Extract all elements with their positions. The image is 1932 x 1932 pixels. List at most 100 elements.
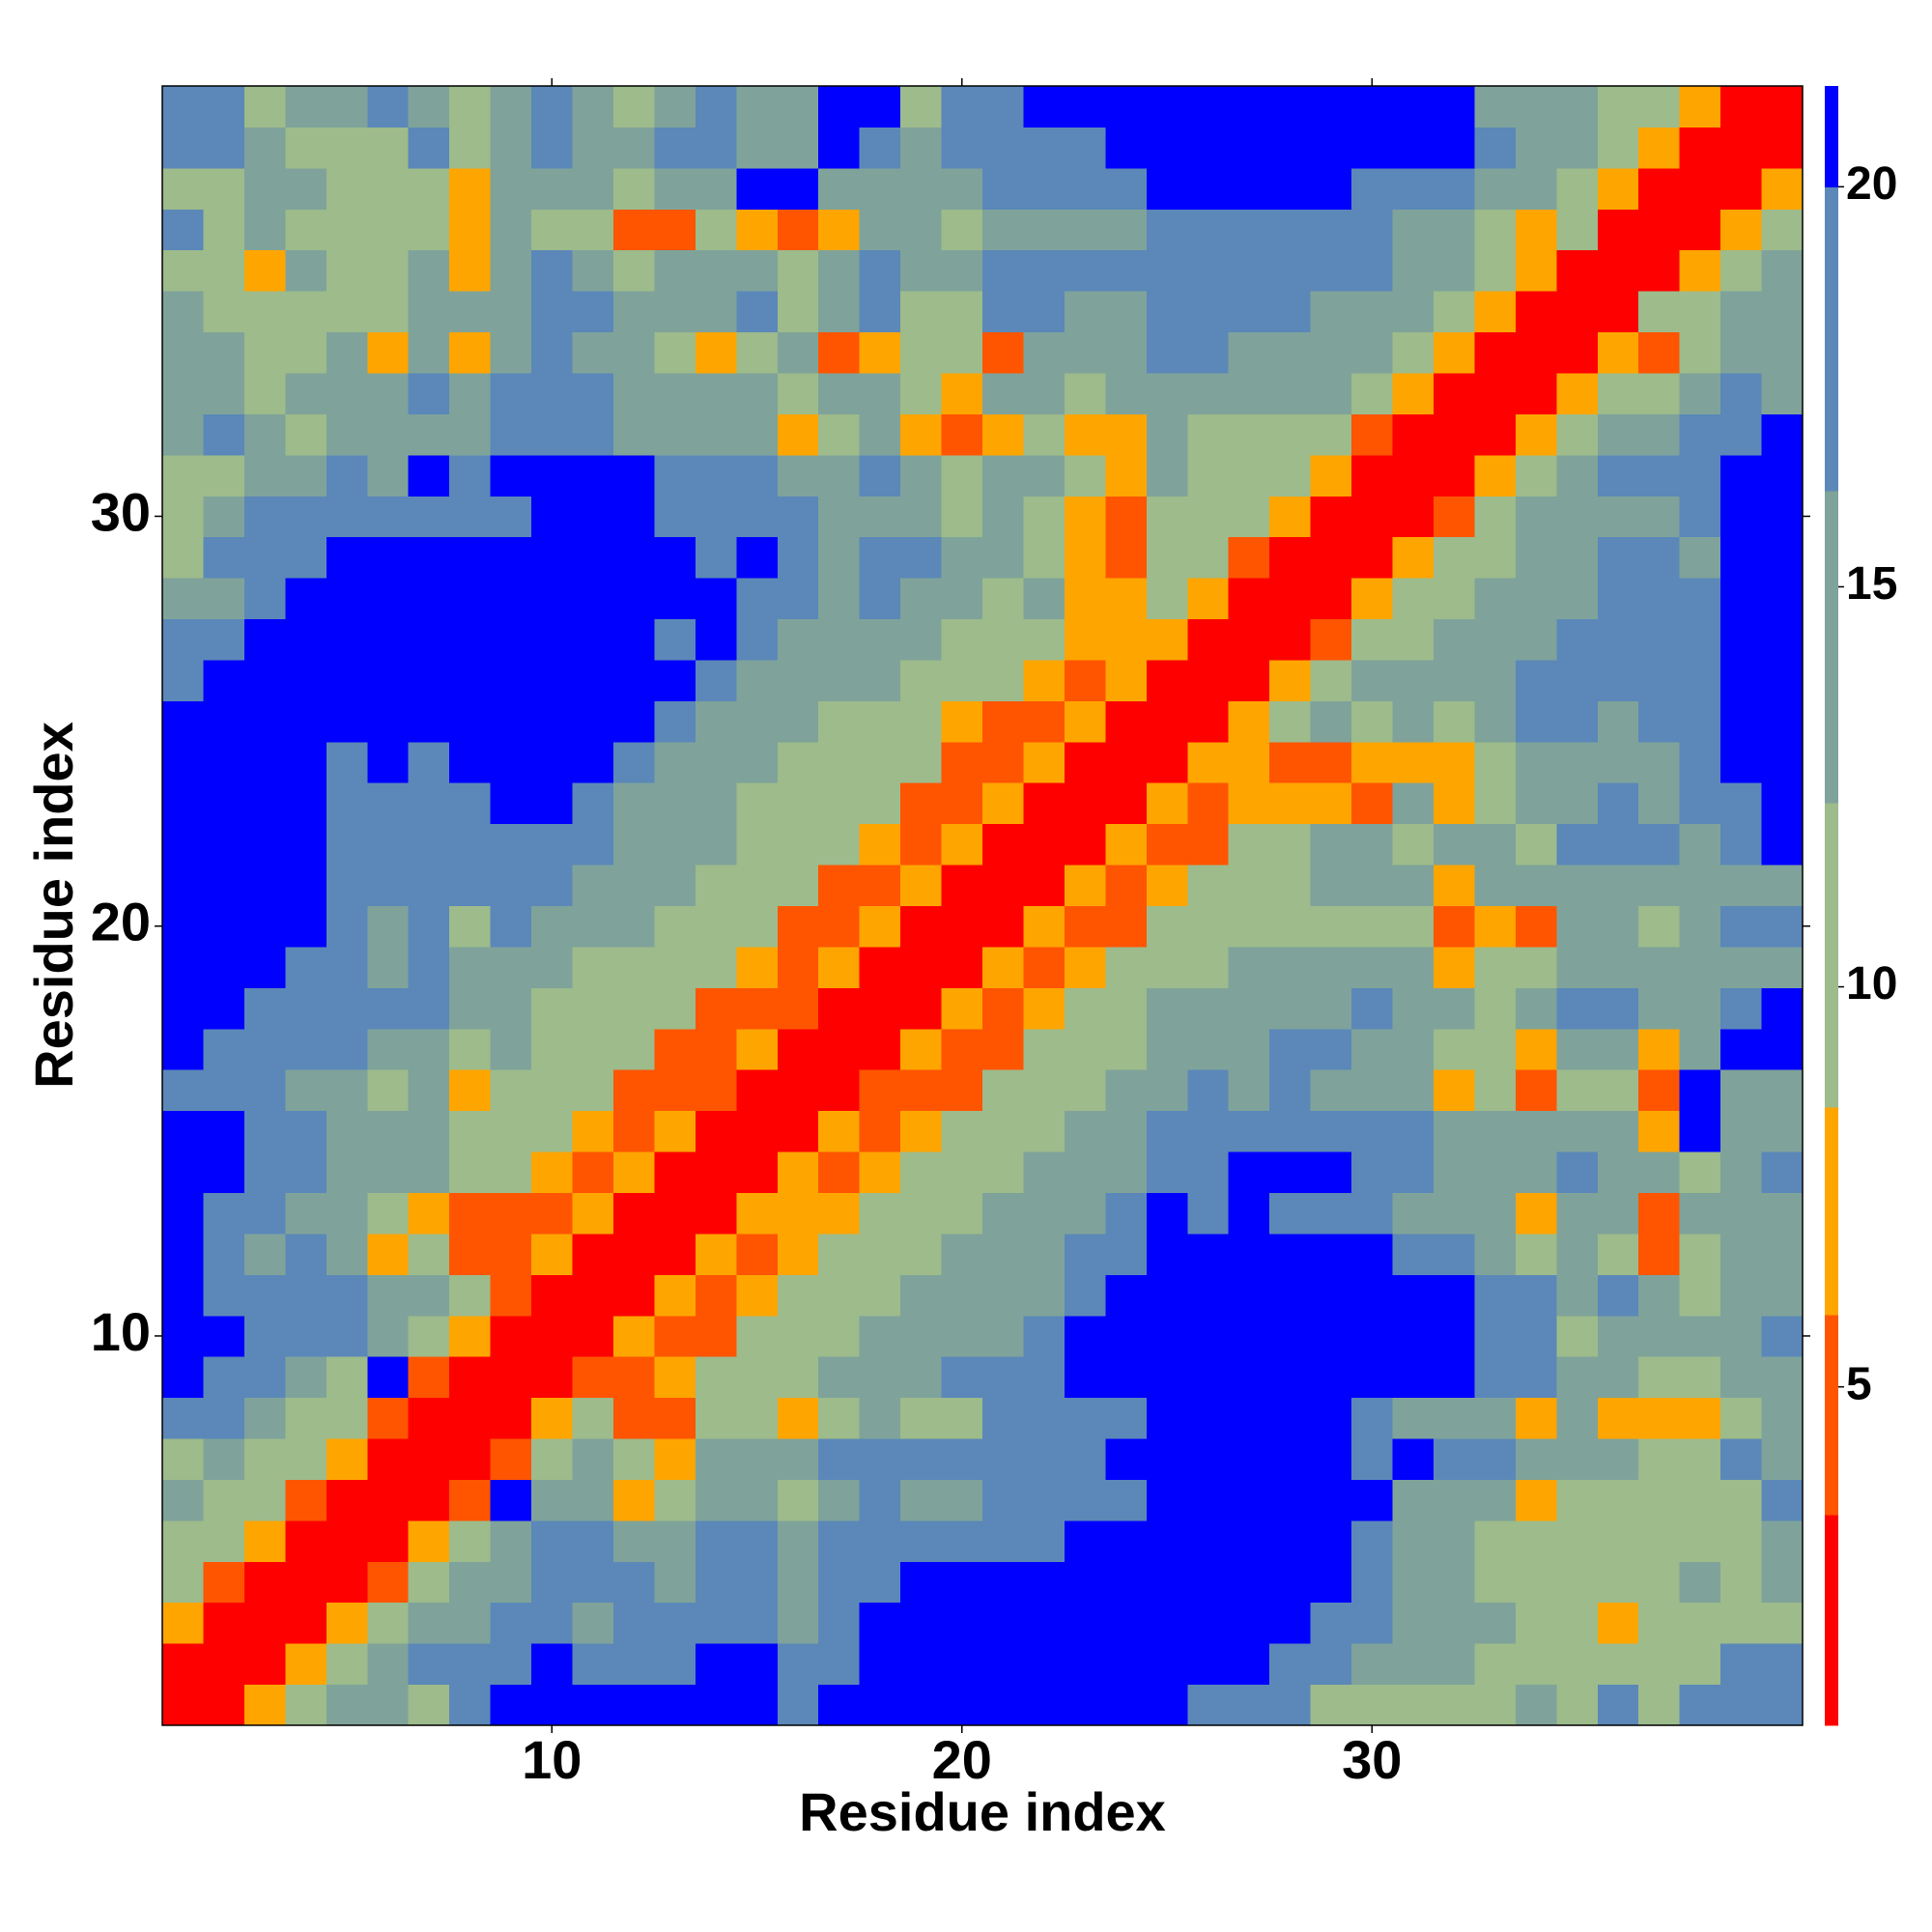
cell: [1761, 331, 1804, 374]
cell: [367, 946, 410, 988]
cell: [531, 1397, 573, 1439]
cell: [162, 1520, 204, 1562]
cell: [1392, 659, 1435, 701]
cell: [736, 987, 779, 1030]
cell: [941, 1274, 983, 1317]
cell: [1105, 413, 1148, 456]
cell: [572, 291, 614, 333]
cell: [777, 659, 819, 701]
cell: [243, 496, 286, 538]
cell: [941, 578, 983, 620]
cell: [941, 1110, 983, 1152]
cell: [1556, 1274, 1599, 1317]
cell: [408, 782, 450, 825]
cell: [449, 1397, 492, 1439]
cell: [941, 496, 983, 538]
cell: [162, 1315, 204, 1357]
cell: [243, 1561, 286, 1604]
cell: [654, 249, 696, 292]
cell: [1474, 741, 1517, 783]
cell: [1515, 659, 1557, 701]
cell: [367, 700, 410, 743]
cell: [1392, 413, 1435, 456]
cell: [243, 865, 286, 906]
cell: [243, 1315, 286, 1357]
cell: [1310, 127, 1352, 169]
cell: [1269, 1602, 1312, 1644]
cell: [941, 1684, 983, 1726]
cell: [941, 1479, 983, 1521]
plot-frame: [161, 85, 1804, 1726]
cell: [612, 1643, 655, 1686]
cell: [736, 1479, 779, 1521]
cell: [531, 946, 573, 988]
cell: [654, 1315, 696, 1357]
cell: [900, 1397, 943, 1439]
cell: [1515, 413, 1557, 456]
cell: [572, 1643, 614, 1686]
cell: [1228, 1192, 1270, 1235]
cell: [1310, 1561, 1352, 1604]
cell: [1720, 823, 1763, 866]
cell: [326, 946, 368, 988]
cell: [1638, 167, 1681, 210]
cell: [1433, 536, 1475, 579]
cell: [612, 1315, 655, 1357]
cell: [1351, 249, 1393, 292]
cell: [1556, 1110, 1599, 1152]
cell: [1146, 413, 1188, 456]
cell: [1187, 1315, 1230, 1357]
cell: [408, 741, 450, 783]
cell: [900, 823, 943, 866]
cell: [243, 86, 286, 128]
cell: [326, 1438, 368, 1480]
cell: [1351, 1684, 1393, 1726]
cell: [1023, 86, 1065, 128]
cell: [982, 1561, 1024, 1604]
cell: [449, 1069, 492, 1112]
cell: [1761, 372, 1804, 414]
cell: [1433, 86, 1475, 128]
cell: [408, 372, 450, 414]
cell: [1597, 86, 1639, 128]
cell: [1720, 209, 1763, 251]
cell: [941, 1602, 983, 1644]
cell: [1105, 86, 1148, 128]
cell: [1146, 209, 1188, 251]
cell: [1474, 905, 1517, 948]
cell: [1597, 372, 1639, 414]
cell: [1392, 946, 1435, 988]
cell: [1515, 987, 1557, 1030]
cell: [1515, 291, 1557, 333]
cell: [449, 659, 492, 701]
cell: [1556, 659, 1599, 701]
cell: [900, 1602, 943, 1644]
cell: [1638, 1438, 1681, 1480]
cell: [572, 1684, 614, 1726]
cell: [1761, 1602, 1804, 1644]
cell: [818, 1520, 861, 1562]
cell: [1556, 782, 1599, 825]
cell: [818, 741, 861, 783]
cell: [777, 1069, 819, 1112]
cell: [449, 331, 492, 374]
cell: [777, 741, 819, 783]
cell: [1433, 1438, 1475, 1480]
cell: [1597, 782, 1639, 825]
cell: [1720, 1561, 1763, 1604]
cell: [1351, 331, 1393, 374]
cell: [1515, 1151, 1557, 1193]
cell: [818, 1151, 861, 1193]
cell: [736, 618, 779, 661]
cell: [736, 372, 779, 414]
cell: [1187, 291, 1230, 333]
cell: [285, 86, 327, 128]
cell: [982, 1438, 1024, 1480]
cell: [736, 536, 779, 579]
cell: [1228, 86, 1270, 128]
cell: [1761, 905, 1804, 948]
cell: [1556, 905, 1599, 948]
cell: [285, 1356, 327, 1399]
cell: [1187, 209, 1230, 251]
cell: [1351, 700, 1393, 743]
